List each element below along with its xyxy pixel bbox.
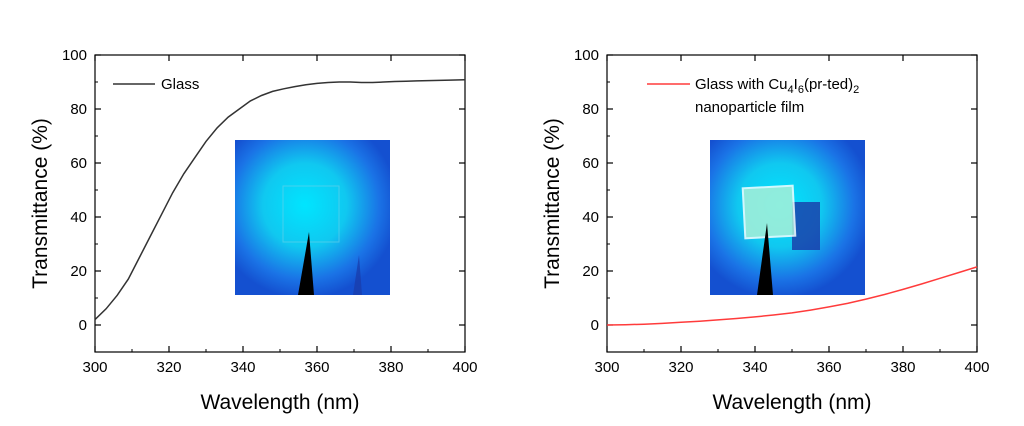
x-tick-label: 400 — [964, 359, 989, 376]
x-axis-label: Wavelength (nm) — [712, 391, 871, 414]
y-tick-label: 80 — [582, 101, 599, 118]
legend-subscript: 4 — [788, 84, 794, 96]
legend-subscript: 2 — [853, 84, 859, 96]
y-axis-label: Transmittance (%) — [541, 118, 564, 289]
x-tick-label: 320 — [668, 359, 693, 376]
transmittance-chart-film: 0 20 40 60 80 100 300 320 340 360 380 400 Wavelength… — [541, 47, 990, 414]
y-tick-label: 0 — [79, 317, 87, 334]
y-tick-label: 20 — [582, 263, 599, 280]
series-line — [606, 266, 978, 326]
inset-photo-background — [235, 140, 390, 295]
chart-panel-film: 0 20 40 60 80 100 300 320 340 360 380 400 Wavelength… — [512, 0, 1024, 426]
legend-label: Glass — [161, 76, 199, 93]
y-tick-label: 60 — [70, 155, 87, 172]
inset-photo — [235, 140, 390, 295]
x-tick-label: 340 — [742, 359, 767, 376]
y-tick-label: 80 — [70, 101, 87, 118]
y-tick-label: 40 — [582, 209, 599, 226]
legend-label-line2: nanoparticle film — [695, 99, 804, 116]
y-tick-label: 40 — [70, 209, 87, 226]
legend-label: Glass with Cu4I6(pr-ted)2 — [695, 76, 859, 96]
y-tick-label: 20 — [70, 263, 87, 280]
x-tick-label: 360 — [304, 359, 329, 376]
series-line — [94, 79, 466, 321]
glass-slide-outline — [282, 185, 340, 243]
x-tick-label: 360 — [816, 359, 841, 376]
tweezer-tip — [298, 232, 314, 295]
y-axis-label: Transmittance (%) — [29, 118, 52, 289]
film-shadow — [792, 202, 820, 250]
x-tick-label: 380 — [378, 359, 403, 376]
chart-panel-glass: 0 20 40 60 80 100 300 320 340 360 380 400 Wavelength… — [29, 47, 478, 414]
x-tick-label: 340 — [230, 359, 255, 376]
x-axis-label: Wavelength (nm) — [200, 391, 359, 414]
x-tick-label: 400 — [452, 359, 477, 376]
legend-text-part: Glass with Cu — [695, 76, 788, 93]
y-tick-label: 100 — [62, 47, 87, 64]
legend-text-part: I — [794, 76, 798, 93]
nanoparticle-film — [741, 184, 797, 240]
x-tick-label: 320 — [156, 359, 181, 376]
legend-text-part: (pr-ted) — [804, 76, 853, 93]
inset-photo — [710, 140, 865, 295]
x-tick-label: 300 — [82, 359, 107, 376]
y-tick-label: 60 — [582, 155, 599, 172]
y-tick-label: 0 — [591, 317, 599, 334]
transmittance-chart-glass: 0 20 40 60 80 100 300 320 340 360 380 400 Wavelength… — [29, 47, 478, 414]
y-tick-label: 100 — [574, 47, 599, 64]
x-tick-label: 380 — [890, 359, 915, 376]
tweezer-shadow — [353, 255, 362, 295]
legend-subscript: 6 — [798, 84, 804, 96]
tweezer-tip — [757, 223, 773, 295]
x-tick-label: 300 — [594, 359, 619, 376]
